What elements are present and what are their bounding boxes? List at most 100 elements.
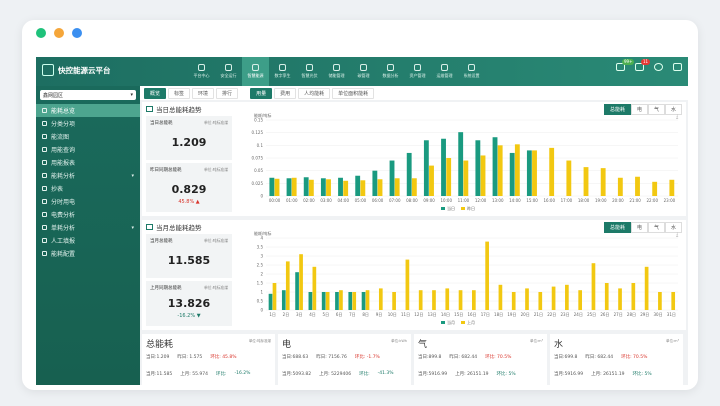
nav-icon xyxy=(333,64,340,71)
x-tick-label: 23日 xyxy=(560,312,569,317)
nav-item[interactable]: 运维管理 xyxy=(431,57,458,86)
nav-item[interactable]: 资产管理 xyxy=(404,57,431,86)
nav-item[interactable]: 平台中心 xyxy=(188,57,215,86)
sidebar-item-label: 单耗分析 xyxy=(51,225,76,232)
download-icon[interactable]: ⤓ xyxy=(676,232,679,238)
nav-icon xyxy=(306,64,313,71)
close-dot[interactable] xyxy=(36,28,46,38)
seg-gas[interactable]: 气 xyxy=(647,222,665,233)
nav-item[interactable]: 智慧能源 xyxy=(242,57,269,86)
bar-昨日 xyxy=(377,179,383,196)
tab-left[interactable]: 标签 xyxy=(168,87,191,99)
stat-unit: 单位:吨标准煤 xyxy=(203,285,228,290)
download-icon[interactable]: ⤓ xyxy=(676,114,679,120)
header-actions: 99+ 11 xyxy=(616,59,682,71)
x-tick-label: 15:00 xyxy=(526,198,538,203)
x-tick-label: 15日 xyxy=(454,312,463,317)
x-tick-label: 12日 xyxy=(414,312,423,317)
x-tick-label: 2日 xyxy=(283,312,290,317)
bar-上月 xyxy=(485,241,489,310)
bar-昨日 xyxy=(635,176,640,196)
settings-icon[interactable] xyxy=(673,63,682,71)
bar-上月 xyxy=(578,290,583,310)
summary-unit: 单位:吨标准煤 xyxy=(248,339,271,343)
summary-title: 水 xyxy=(554,340,564,350)
site-selector[interactable]: 鑫网园区 ▾ xyxy=(40,90,136,100)
nav-item[interactable]: 安全运行 xyxy=(215,57,242,86)
sidebar-item-label: 能耗分析 xyxy=(51,173,76,180)
nav-item[interactable]: 系统设置 xyxy=(458,57,485,86)
bar-上月 xyxy=(472,290,476,310)
nav-label: 平台中心 xyxy=(193,73,210,78)
summary-card: 总能耗 单位:吨标准煤 当日:1.209 昨日: 1.575 环比: 45.8% 当月:1… xyxy=(142,334,275,385)
sidebar-item[interactable]: 人工填报 xyxy=(36,234,140,247)
sidebar-item[interactable]: 抄表 xyxy=(36,182,140,195)
bar-当日 xyxy=(389,160,395,196)
bar-上月 xyxy=(312,266,317,310)
summary-unit: 单位:m³ xyxy=(530,339,543,343)
sidebar-item[interactable]: 分时用电 xyxy=(36,195,140,208)
tab-right[interactable]: 单位面积能耗 xyxy=(332,87,375,99)
y-tick-label: 1.5 xyxy=(257,281,264,286)
sidebar-item[interactable]: 分类分项 xyxy=(36,117,140,130)
minimize-dot[interactable] xyxy=(54,28,64,38)
tab-right[interactable]: 费用 xyxy=(274,87,297,99)
sidebar-item[interactable]: 用能查询 xyxy=(36,143,140,156)
maximize-dot[interactable] xyxy=(72,28,82,38)
nav-label: 数字孪生 xyxy=(274,73,291,78)
bar-上月 xyxy=(445,288,450,310)
sidebar-item[interactable]: 能耗分析 ▾ xyxy=(36,169,140,182)
message-icon[interactable]: 99+ xyxy=(616,59,635,71)
sidebar-item-label: 能流图 xyxy=(51,134,70,141)
summary-row-day: 当日:688.63 昨日: 7156.76 环比: -1.7% xyxy=(282,354,380,360)
nav-item[interactable]: 储能管理 xyxy=(323,57,350,86)
menu-icon xyxy=(42,108,47,113)
nav-item[interactable]: 数字孪生 xyxy=(269,57,296,86)
summary-value: 当日:899.8 xyxy=(418,355,442,360)
bar-昨日 xyxy=(566,160,572,196)
tab-left[interactable]: 环境 xyxy=(192,87,215,99)
sidebar-item-label: 能耗配置 xyxy=(51,251,76,258)
tab-right[interactable]: 人均能耗 xyxy=(298,87,331,99)
nav-icon xyxy=(441,64,448,71)
bar-昨日 xyxy=(326,179,331,196)
seg-electric[interactable]: 电 xyxy=(630,104,648,115)
x-tick-label: 14日 xyxy=(441,312,450,317)
seg-gas[interactable]: 气 xyxy=(647,104,665,115)
nav-label: 运维管理 xyxy=(436,73,453,78)
user-avatar-icon[interactable] xyxy=(654,63,663,71)
x-tick-label: 28日 xyxy=(627,312,636,317)
seg-electric[interactable]: 电 xyxy=(630,222,648,233)
tab-right[interactable]: 用量 xyxy=(250,87,273,99)
sidebar-item[interactable]: 单耗分析 ▾ xyxy=(36,221,140,234)
nav-label: 智慧光伏 xyxy=(301,73,318,78)
seg-total[interactable]: 总能耗 xyxy=(603,104,631,115)
nav-item[interactable]: 碳管理 xyxy=(350,57,377,86)
nav-item[interactable]: 智慧光伏 xyxy=(296,57,323,86)
y-axis-label: 能耗/吨标 xyxy=(254,112,271,118)
bar-上月 xyxy=(325,292,330,310)
summary-value: 上月: 26151.19 xyxy=(455,372,489,377)
seg-water[interactable]: 水 xyxy=(664,222,682,233)
sidebar-item-label: 用能查询 xyxy=(51,147,76,154)
app-logo[interactable]: 快控能源云平台 xyxy=(42,64,111,76)
last-month-total-stat: 上月同期总能耗 单位:吨标准煤 13.826 -16.2% ▼ xyxy=(146,281,232,326)
sidebar-item[interactable]: 能耗配置 xyxy=(36,247,140,260)
yesterday-total-stat: 昨日同期总能耗 单位:吨标准煤 0.829 45.8% ▲ xyxy=(146,163,232,212)
seg-water[interactable]: 水 xyxy=(664,104,682,115)
bell-icon[interactable]: 11 xyxy=(635,59,651,71)
top-bar: 快控能源云平台 平台中心 安全运行 智慧能源 数字孪生 智慧光伏 储能管理 碳管理 数据分析 资… xyxy=(36,57,688,86)
sidebar-item[interactable]: 电费分析 xyxy=(36,208,140,221)
tab-left[interactable]: 概览 xyxy=(144,87,167,99)
seg-total[interactable]: 总能耗 xyxy=(603,222,631,233)
monthly-energy-switch: 总能耗电气水 xyxy=(603,222,682,233)
tab-left[interactable]: 排行 xyxy=(216,87,239,99)
y-axis-label: 能耗/吨标 xyxy=(254,230,271,236)
sidebar-item[interactable]: 能流图 xyxy=(36,130,140,143)
sidebar-item[interactable]: 用能报表 xyxy=(36,156,140,169)
sidebar-item[interactable]: 能耗总览 xyxy=(36,104,140,117)
bar-当月 xyxy=(335,292,339,310)
x-tick-label: 10:00 xyxy=(440,198,452,203)
nav-item[interactable]: 数据分析 xyxy=(377,57,404,86)
y-tick-label: 2 xyxy=(260,272,263,277)
